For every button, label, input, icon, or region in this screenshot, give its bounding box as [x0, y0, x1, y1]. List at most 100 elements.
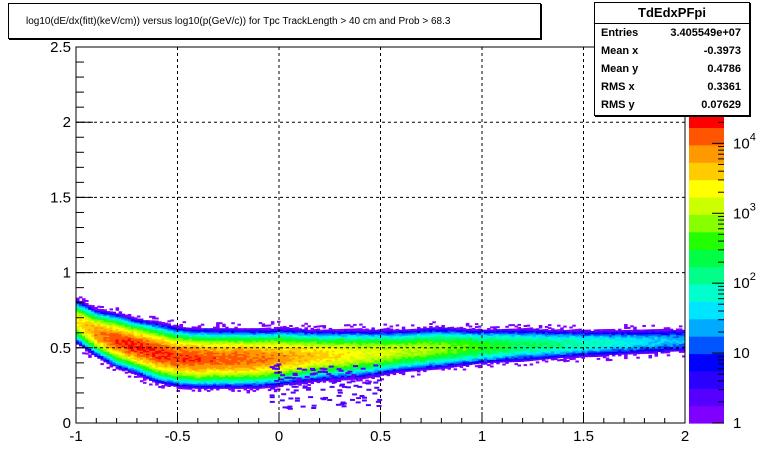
heatmap-cell	[88, 315, 92, 318]
heatmap-cell	[152, 362, 156, 365]
heatmap-cell	[365, 342, 369, 345]
heatmap-cell	[206, 362, 211, 365]
heatmap-cell	[432, 346, 436, 349]
heatmap-cell	[334, 332, 339, 335]
heatmap-cell	[307, 347, 311, 350]
heatmap-cell	[216, 377, 220, 380]
heatmap-cell	[432, 349, 436, 352]
heatmap-cell	[380, 337, 384, 340]
heatmap-cell	[438, 337, 442, 340]
heatmap-cell	[292, 375, 296, 378]
heatmap-cell	[371, 333, 375, 336]
heatmap-cell	[219, 359, 223, 362]
heatmap-cell	[328, 380, 333, 383]
heatmap-cell	[502, 359, 506, 361]
heatmap-cell	[334, 341, 339, 344]
heatmap-cell	[292, 327, 296, 330]
heatmap-cell	[231, 376, 235, 379]
heatmap-cell	[380, 328, 384, 331]
heatmap-cell	[267, 368, 272, 371]
heatmap-cell	[127, 326, 132, 328]
heatmap-cell	[139, 320, 144, 323]
heatmap-cell	[423, 338, 427, 341]
heatmap-cell	[91, 315, 95, 318]
heatmap-cell	[136, 344, 141, 347]
heatmap-cell	[404, 354, 409, 357]
heatmap-cell	[304, 372, 308, 375]
heatmap-cell	[435, 361, 439, 364]
heatmap-cell	[280, 326, 284, 329]
heatmap-cell	[295, 331, 299, 334]
heatmap-cell	[97, 344, 101, 347]
heatmap-cell	[213, 379, 217, 382]
heatmap-cell	[344, 336, 348, 339]
heatmap-cell	[441, 355, 445, 358]
heatmap-cell	[246, 349, 250, 352]
heatmap-cell	[255, 359, 260, 362]
heatmap-cell	[133, 323, 138, 326]
heatmap-cell	[124, 331, 129, 334]
heatmap-cell	[112, 329, 116, 332]
heatmap-cell	[237, 385, 241, 388]
heatmap-cell	[136, 332, 141, 334]
heatmap-cell	[435, 334, 439, 337]
heatmap-cell	[170, 367, 174, 370]
heatmap-cell	[133, 324, 138, 327]
heatmap-cell	[286, 388, 290, 391]
heatmap-cell	[176, 332, 180, 335]
heatmap-cell	[130, 328, 135, 331]
heatmap-cell	[298, 364, 302, 367]
heatmap-cell	[136, 333, 141, 336]
heatmap-cell	[231, 370, 235, 373]
heatmap-cell	[146, 362, 150, 365]
heatmap-cell	[222, 359, 226, 362]
heatmap-cell	[322, 325, 327, 328]
heatmap-cell	[176, 368, 180, 371]
heatmap-cell	[252, 328, 257, 331]
heatmap-cell	[389, 369, 394, 372]
heatmap-cell	[307, 329, 311, 332]
heatmap-cell	[331, 360, 336, 363]
heatmap-cell	[127, 371, 132, 374]
heatmap-cell	[167, 320, 171, 323]
heatmap-cell	[219, 341, 223, 344]
heatmap-cell	[313, 339, 317, 342]
heatmap-cell	[426, 333, 430, 336]
heatmap-cell	[395, 359, 400, 361]
heatmap-cell	[252, 346, 257, 349]
heatmap-cell	[353, 355, 357, 358]
heatmap-cell	[149, 363, 153, 366]
heatmap-cell	[146, 357, 150, 360]
heatmap-cell	[444, 357, 448, 360]
heatmap-cell	[447, 337, 451, 340]
heatmap-cell	[350, 361, 354, 364]
heatmap-cell	[374, 365, 378, 368]
heatmap-cell	[462, 329, 467, 332]
heatmap-cell	[411, 336, 415, 339]
heatmap-cell	[158, 376, 162, 379]
heatmap-cell	[407, 329, 412, 332]
heatmap-cell	[152, 350, 156, 353]
heatmap-cell	[79, 300, 83, 303]
heatmap-cell	[395, 350, 400, 352]
heatmap-cell	[423, 328, 427, 330]
heatmap-cell	[112, 331, 116, 334]
heatmap-cell	[267, 357, 272, 360]
heatmap-cell	[283, 371, 287, 373]
heatmap-cell	[158, 337, 162, 340]
heatmap-cell	[456, 343, 461, 346]
heatmap-cell	[240, 340, 244, 343]
heatmap-cell	[161, 355, 165, 358]
heatmap-cell	[124, 335, 129, 338]
heatmap-cell	[206, 380, 211, 383]
heatmap-cell	[456, 354, 461, 357]
heatmap-cell	[368, 338, 372, 341]
heatmap-cell	[124, 367, 129, 370]
heatmap-cell	[243, 382, 247, 385]
heatmap-cell	[203, 377, 208, 380]
heatmap-cell	[438, 347, 442, 350]
heatmap-cell	[237, 371, 241, 374]
heatmap-cell	[115, 334, 120, 337]
heatmap-cell	[350, 367, 354, 370]
heatmap-cell	[115, 322, 120, 325]
